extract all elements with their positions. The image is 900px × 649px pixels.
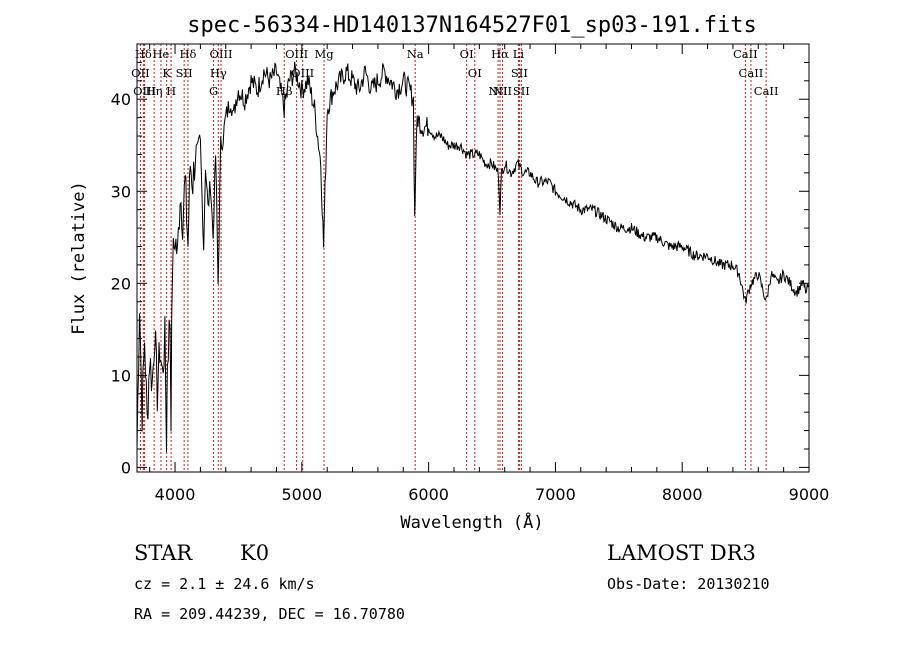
line-label: CaII [754,84,779,98]
y-axis-ticks: 0 10 20 30 40 [111,61,809,477]
line-label: Mg [314,47,334,61]
spectrum-series-line [136,61,810,453]
y-tick-label: 10 [111,366,131,385]
x-axis-label: Wavelength (Å) [400,511,543,533]
line-label: G [209,84,218,98]
line-label: SII [513,84,530,98]
x-tick-label: 8000 [662,485,703,504]
line-label: Hδ [179,47,196,61]
line-label: Hδ [135,47,152,61]
line-label: OII [131,66,150,80]
survey-name: LAMOST DR3 [607,541,756,565]
ra-dec: RA = 209.44239, DEC = 16.70780 [134,605,405,623]
y-tick-label: 20 [111,274,131,293]
chart-title: spec-56334-HD140137N164527F01_sp03-191.f… [187,13,757,38]
line-label: SII [511,66,528,80]
line-label: Li [513,47,525,61]
line-label: OIII [133,84,156,98]
line-label: Hα [491,47,509,61]
line-label: Hη [146,84,163,98]
y-tick-label: 30 [111,182,131,201]
line-label: CaII [739,66,764,80]
plot-frame [136,43,810,473]
line-label: SII [176,66,193,80]
line-label: Hγ [210,66,227,80]
line-label: OIII [210,47,233,61]
line-label: He [153,47,170,61]
line-label: K [162,66,171,80]
line-label: OIII [285,47,308,61]
object-class: STAR [134,541,193,565]
x-tick-label: 5000 [281,485,322,504]
x-tick-label: 4000 [155,485,196,504]
x-axis-ticks: 4000 5000 6000 7000 8000 9000 [149,44,830,504]
line-label: OI [460,47,474,61]
x-tick-label: 6000 [408,485,449,504]
line-label: H [166,84,176,98]
line-label: Na [407,47,424,61]
line-label: OI [468,66,482,80]
observation-date: Obs-Date: 20130210 [607,575,770,593]
spectral-line-markers [139,44,767,472]
x-tick-label: 7000 [535,485,576,504]
x-tick-label: 9000 [789,485,830,504]
line-label: CaII [733,47,758,61]
y-tick-label: 0 [121,458,131,477]
line-label: NII [493,84,512,98]
line-label: NII [489,84,508,98]
redshift-cz: cz = 2.1 ± 24.6 km/s [134,575,315,593]
y-axis-label: Flux (relative) [69,181,89,335]
y-tick-label: 40 [111,90,131,109]
object-subclass: K0 [240,541,269,565]
